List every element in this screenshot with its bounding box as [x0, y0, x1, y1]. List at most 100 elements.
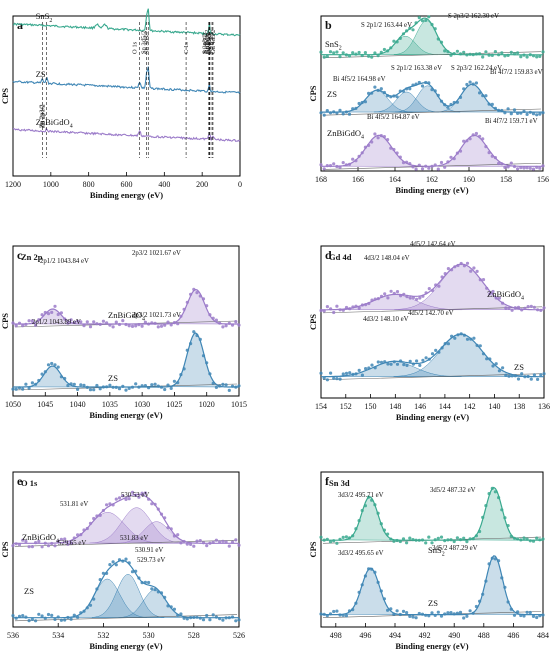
x-axis-label: Binding energy (eV): [90, 190, 163, 200]
x-tick-label: 166: [352, 175, 364, 184]
data-point: [405, 363, 409, 367]
data-point: [124, 388, 128, 392]
data-point: [395, 362, 400, 366]
data-point: [405, 611, 409, 615]
data-point: [335, 304, 339, 308]
data-point: [76, 615, 80, 619]
data-point: [376, 136, 380, 140]
data-point: [373, 51, 377, 55]
panel-letter: d: [325, 248, 332, 262]
series-line: [12, 127, 241, 142]
data-point: [484, 50, 488, 54]
data-point: [525, 112, 529, 116]
data-point: [319, 535, 323, 539]
baseline: [322, 51, 542, 59]
data-point: [424, 541, 428, 545]
y-axis-label: CPS: [0, 541, 10, 557]
data-point: [507, 306, 511, 310]
data-point: [332, 162, 336, 166]
plot-frame: [320, 471, 544, 628]
panel-title: O 1s: [21, 478, 38, 488]
data-point: [516, 51, 520, 55]
data-point: [401, 609, 406, 614]
data-point: [389, 362, 393, 366]
x-tick-label: 144: [439, 402, 451, 411]
data-point: [221, 325, 225, 329]
x-tick-label: 534: [52, 631, 64, 640]
data-point: [408, 296, 412, 300]
data-point: [446, 342, 450, 346]
fit-envelope: [321, 263, 544, 311]
data-point: [414, 616, 418, 620]
annotation: 3d3/2 495.65 eV: [338, 550, 384, 557]
data-point: [430, 352, 435, 356]
data-point: [538, 112, 542, 116]
data-point: [21, 538, 25, 542]
data-point: [509, 112, 513, 116]
data-point: [421, 358, 425, 362]
data-point: [114, 563, 118, 567]
data-point: [153, 382, 157, 386]
data-point: [465, 540, 469, 544]
fit-envelope: [13, 559, 239, 619]
data-point: [108, 383, 112, 387]
series-ZnBiGdO4: [319, 261, 546, 315]
annotation: S 2p1/2 163.44 eV: [361, 22, 412, 29]
data-point: [402, 363, 406, 367]
data-point: [392, 539, 396, 543]
fit-component: [168, 332, 223, 388]
fit-envelope: [321, 333, 544, 378]
data-point: [525, 166, 529, 170]
data-point: [319, 371, 323, 375]
panel-letter: f: [325, 474, 330, 488]
data-point: [389, 289, 393, 293]
data-point: [27, 386, 31, 390]
data-point: [40, 313, 44, 317]
data-point: [140, 491, 144, 495]
x-tick-label: 1030: [134, 400, 150, 409]
panel-letter: b: [325, 18, 332, 32]
data-point: [536, 377, 540, 381]
data-point: [462, 536, 466, 540]
data-point: [24, 539, 28, 544]
x-tick-label: 150: [365, 402, 377, 411]
series-ZS: [319, 332, 546, 382]
x-tick-label: 162: [426, 175, 438, 184]
data-point: [538, 54, 542, 59]
annotation: 529.73 eV: [137, 557, 165, 564]
data-point: [465, 614, 469, 618]
data-point: [111, 325, 115, 329]
data-point: [531, 614, 536, 619]
data-point: [443, 165, 447, 169]
data-point: [418, 296, 422, 300]
data-point: [124, 497, 128, 501]
data-point: [347, 112, 352, 116]
data-point: [351, 157, 355, 161]
data-point: [224, 383, 228, 387]
x-tick-label: 140: [488, 402, 500, 411]
data-point: [46, 363, 51, 367]
data-point: [465, 261, 470, 265]
data-point: [531, 112, 536, 116]
series-ZS: [11, 330, 241, 392]
annotation: Gd 4d3/2: [210, 30, 217, 54]
data-point: [395, 95, 399, 99]
data-point: [386, 362, 390, 366]
data-point: [137, 495, 141, 499]
x-tick-label: 498: [330, 631, 342, 640]
data-point: [234, 538, 238, 542]
data-point: [446, 611, 450, 615]
data-point: [526, 305, 530, 309]
data-point: [332, 51, 336, 55]
data-point: [335, 609, 339, 613]
data-point: [475, 269, 479, 273]
data-point: [437, 284, 441, 288]
data-point: [328, 540, 333, 544]
data-point: [379, 87, 383, 91]
data-point: [56, 539, 60, 543]
data-point: [11, 387, 15, 391]
data-point: [436, 167, 440, 171]
data-point: [370, 55, 374, 59]
fit-component: [91, 574, 165, 618]
data-point: [535, 615, 539, 620]
